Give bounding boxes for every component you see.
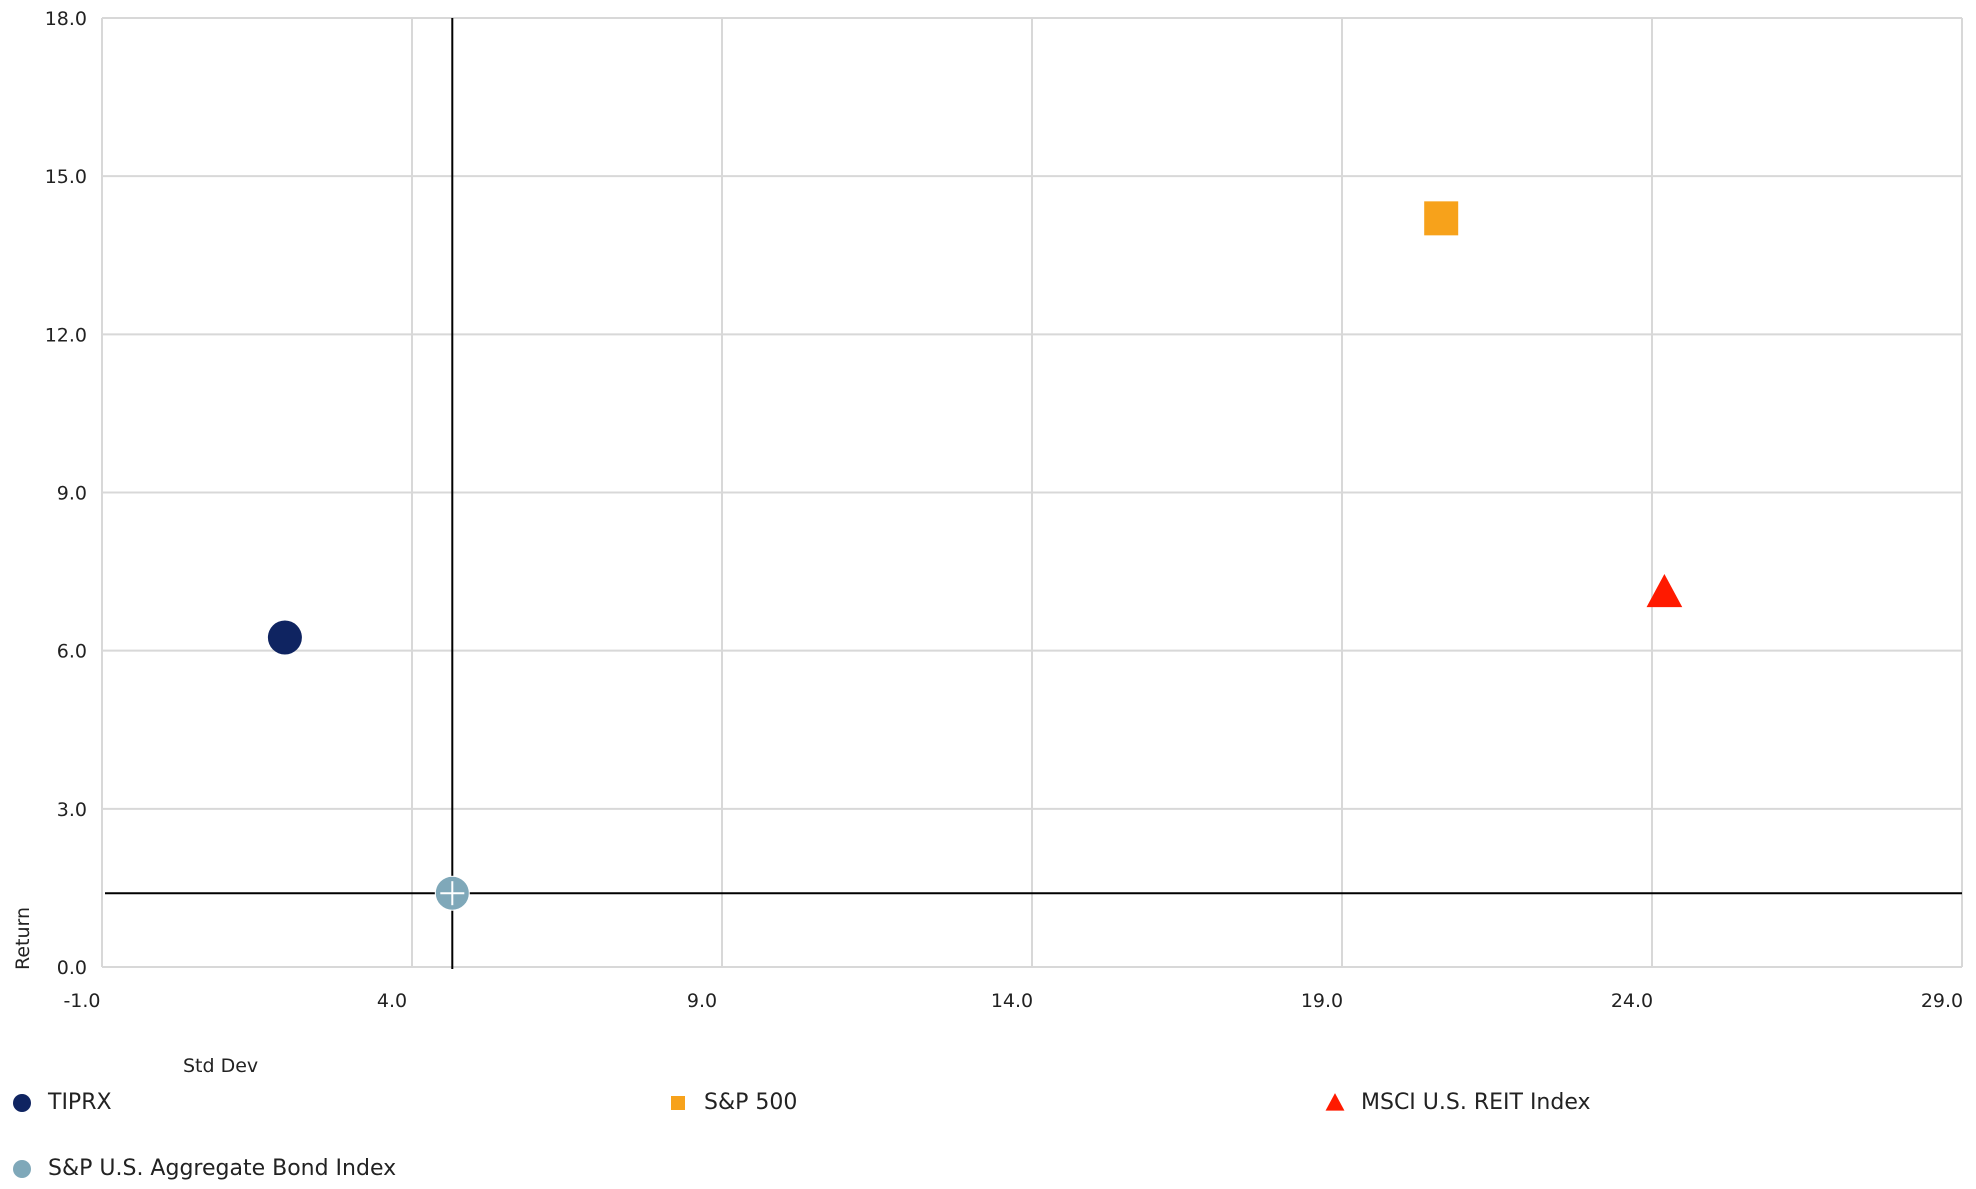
x-tick-label: 4.0 <box>377 990 407 1012</box>
y-tick-label: 15.0 <box>45 166 87 188</box>
x-axis-title: Std Dev <box>183 1055 258 1077</box>
tiprx-point <box>267 620 302 655</box>
crosshair <box>105 18 1962 969</box>
data-points <box>267 201 1683 911</box>
legend-label: MSCI U.S. REIT Index <box>1361 1090 1591 1115</box>
legend-marker-sp-500 <box>671 1095 685 1110</box>
legend-marker-tiprx <box>13 1093 31 1112</box>
legend-item-tiprx[interactable]: TIPRX <box>12 1090 112 1115</box>
legend: TIPRX S&P 500 MSCI U.S. REIT Index S&P U.S.… <box>0 1090 1976 1189</box>
legend-marker-sp-u-s-aggregate-bond-index <box>13 1159 31 1178</box>
y-tick-label: 6.0 <box>57 641 87 663</box>
legend-item-sp-u-s-aggregate-bond-index[interactable]: S&P U.S. Aggregate Bond Index <box>12 1156 396 1181</box>
legend-label: TIPRX <box>48 1090 112 1115</box>
legend-label: S&P 500 <box>704 1090 798 1115</box>
scatter-chart: -1.0 4.0 9.0 14.0 19.0 24.0 29.0 0.0 3.0 6.0 9.0 1… <box>12 8 1963 1077</box>
y-tick-label: 18.0 <box>45 8 87 30</box>
msci-u-s-reit-index-point <box>1646 573 1683 608</box>
y-tick-label: 3.0 <box>57 799 87 821</box>
x-tick-label: -1.0 <box>63 990 100 1012</box>
x-tick-label: 14.0 <box>991 990 1033 1012</box>
grid-lines <box>101 17 1963 968</box>
x-tick-label: 29.0 <box>1921 990 1963 1012</box>
y-axis-ticks: 0.0 3.0 6.0 9.0 12.0 15.0 18.0 <box>45 8 87 979</box>
sp-500-point <box>1424 201 1459 236</box>
legend-item-msci-u-s-reit-index[interactable]: MSCI U.S. REIT Index <box>1325 1090 1591 1115</box>
legend-marker-msci-u-s-reit-index <box>1325 1092 1345 1111</box>
y-tick-label: 12.0 <box>45 324 87 346</box>
legend-marker-shape <box>13 1159 31 1178</box>
x-tick-label: 19.0 <box>1301 990 1343 1012</box>
legend-marker-shape <box>1325 1092 1345 1111</box>
x-axis-ticks: -1.0 4.0 9.0 14.0 19.0 24.0 29.0 <box>63 990 1963 1012</box>
legend-label: S&P U.S. Aggregate Bond Index <box>48 1156 397 1181</box>
x-tick-label: 24.0 <box>1611 990 1653 1012</box>
legend-marker-shape <box>13 1093 31 1112</box>
legend-item-sp-500[interactable]: S&P 500 <box>668 1090 797 1115</box>
y-tick-label: 0.0 <box>57 957 87 979</box>
y-tick-label: 9.0 <box>57 483 87 505</box>
x-tick-label: 9.0 <box>687 990 717 1012</box>
legend-marker-shape <box>671 1095 685 1110</box>
y-axis-title: Return <box>12 907 34 970</box>
